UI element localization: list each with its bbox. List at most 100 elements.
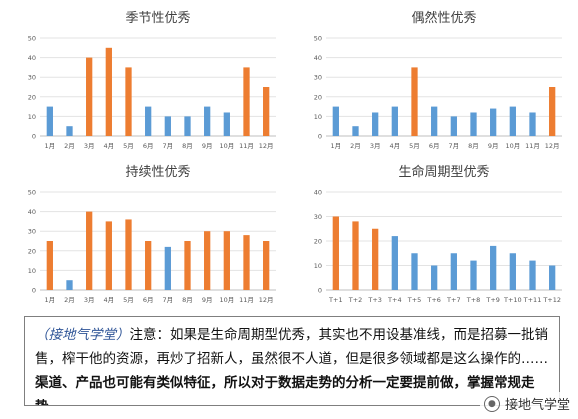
x-tick-label: 2月 — [64, 142, 75, 150]
x-tick-label: 3月 — [370, 142, 381, 150]
bar — [46, 241, 53, 290]
bar — [223, 231, 230, 290]
x-tick-label: T+9 — [485, 296, 500, 304]
x-tick-label: 3月 — [84, 142, 95, 150]
watermark-text: 接地气学堂 — [504, 398, 570, 413]
bar — [145, 106, 152, 136]
bar — [470, 112, 477, 136]
y-tick-label: 50 — [28, 189, 36, 197]
bar — [66, 280, 73, 290]
y-tick-label: 30 — [28, 74, 36, 82]
x-tick-label: T+4 — [387, 296, 402, 304]
x-tick-label: 5月 — [409, 142, 420, 150]
x-tick-label: 7月 — [449, 142, 460, 150]
bar — [431, 106, 438, 136]
bar — [529, 260, 536, 290]
bar — [450, 253, 457, 290]
note-bold-text: 渠道、产品也可能有类似特征，所以对于数据走势的分析一定要提前做，掌握常规走势。 — [35, 375, 535, 405]
x-tick-label: T+5 — [407, 296, 422, 304]
x-tick-label: 6月 — [143, 142, 154, 150]
bar — [529, 112, 536, 136]
x-tick-label: 12月 — [259, 142, 274, 150]
bar — [105, 221, 112, 290]
bar — [145, 241, 152, 290]
x-tick-label: 12月 — [545, 142, 560, 150]
x-tick-label: 9月 — [488, 142, 499, 150]
x-tick-label: 2月 — [64, 296, 75, 304]
y-tick-label: 10 — [314, 113, 322, 121]
bar — [332, 106, 339, 136]
x-tick-label: T+3 — [367, 296, 382, 304]
x-tick-label: 5月 — [123, 142, 134, 150]
bar — [490, 108, 497, 136]
y-tick-label: 0 — [32, 287, 36, 295]
x-tick-label: 11月 — [239, 142, 254, 150]
bar — [46, 106, 53, 136]
bar — [66, 126, 73, 136]
x-tick-label: 6月 — [429, 142, 440, 150]
bar — [263, 87, 270, 136]
bar — [243, 67, 250, 136]
x-tick-label: 8月 — [182, 296, 193, 304]
x-tick-label: T+2 — [348, 296, 363, 304]
bar — [86, 211, 93, 290]
x-tick-label: 10月 — [219, 142, 234, 150]
x-tick-label: 7月 — [163, 296, 174, 304]
wechat-icon: ● — [483, 395, 500, 412]
bar — [372, 228, 379, 290]
x-tick-label: 11月 — [239, 296, 254, 304]
chart-title: 生命周期型优秀 — [398, 164, 489, 180]
bar — [490, 245, 497, 290]
y-tick-label: 10 — [28, 113, 36, 121]
chart-lifecycle: 生命周期型优秀 0 10 20 30 40 T+1 T+2 T+3 T+4 T+5 T+6 T+7 T+8… — [300, 160, 570, 310]
bar — [391, 106, 398, 136]
x-tick-label: 6月 — [143, 296, 154, 304]
bar — [86, 57, 93, 136]
x-tick-label: T+6 — [426, 296, 441, 304]
bar — [105, 47, 112, 136]
x-tick-label: 12月 — [259, 296, 274, 304]
y-tick-label: 0 — [318, 133, 322, 141]
x-tick-label: T+12 — [542, 296, 561, 304]
y-tick-label: 20 — [28, 247, 36, 255]
y-tick-label: 40 — [314, 54, 322, 62]
watermark: ● 接地气学堂 — [479, 392, 574, 415]
y-tick-label: 30 — [28, 228, 36, 236]
y-tick-label: 10 — [314, 262, 322, 270]
x-tick-label: 2月 — [350, 142, 361, 150]
x-tick-label: 9月 — [202, 296, 213, 304]
bar — [372, 112, 379, 136]
bar — [164, 246, 171, 290]
bar — [263, 241, 270, 290]
bar — [164, 116, 171, 136]
x-tick-label: 1月 — [331, 142, 342, 150]
bar — [470, 260, 477, 290]
y-tick-label: 10 — [28, 267, 36, 275]
x-tick-label: 8月 — [468, 142, 479, 150]
y-tick-label: 50 — [28, 35, 36, 43]
bar — [184, 241, 191, 290]
note-box: （接地气学堂）注意：如果是生命周期型优秀，其实也不用设基准线，而是招募一批销售，… — [24, 316, 560, 406]
y-tick-label: 40 — [314, 189, 322, 197]
y-tick-label: 0 — [32, 133, 36, 141]
x-tick-label: 9月 — [202, 142, 213, 150]
x-tick-label: 4月 — [390, 142, 401, 150]
x-tick-label: T+11 — [523, 296, 542, 304]
chart-occasional: 偶然性优秀 0 10 20 30 40 50 1月 2月 3月 4月 5月 6月 7月 8月 9月 10月 11月… — [300, 6, 570, 156]
bar — [125, 67, 132, 136]
bar — [332, 216, 339, 290]
bar — [509, 106, 516, 136]
x-tick-label: T+8 — [466, 296, 481, 304]
y-tick-label: 50 — [314, 35, 322, 43]
chart-title: 偶然性优秀 — [411, 10, 476, 26]
x-tick-label: T+1 — [328, 296, 343, 304]
bar — [450, 116, 457, 136]
y-tick-label: 20 — [314, 238, 322, 246]
x-tick-label: 10月 — [219, 296, 234, 304]
chart-title: 季节性优秀 — [125, 11, 190, 26]
x-tick-label: 4月 — [104, 296, 115, 304]
x-tick-label: 11月 — [525, 142, 540, 150]
bar — [243, 235, 250, 290]
y-tick-label: 20 — [314, 93, 322, 101]
bar — [411, 67, 418, 136]
